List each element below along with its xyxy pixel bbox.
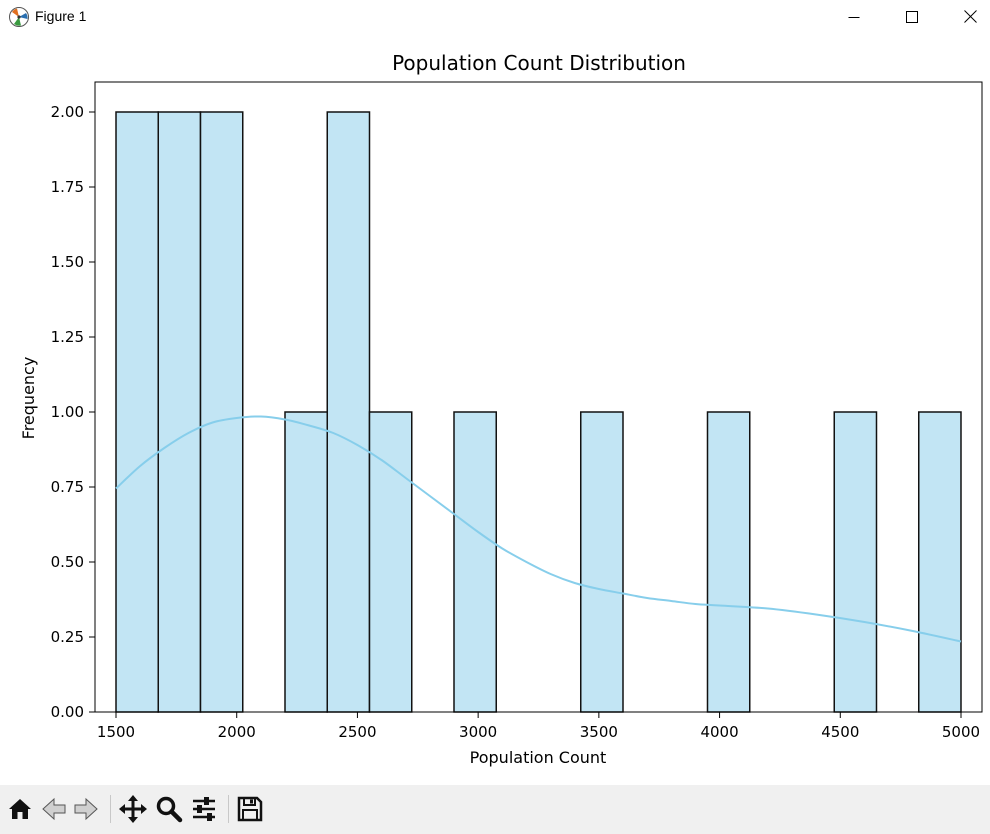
title-bar: Figure 1 [0,0,990,33]
x-tick-label: 2000 [218,723,256,741]
x-tick-label: 4000 [700,723,738,741]
y-axis-ticks: 0.00 0.25 0.50 0.75 1.00 1.25 1.50 1.75 2.00 [51,103,95,721]
minimize-icon [848,16,860,18]
histogram-bar [284,411,329,713]
y-tick-label: 2.00 [51,103,84,121]
y-tick-label: 0.25 [51,628,84,646]
histogram-bar [917,411,962,713]
window-title: Figure 1 [35,8,87,24]
back-arrow-icon [42,797,66,821]
histogram-bar [706,411,751,713]
y-tick-label: 1.50 [51,253,84,271]
axes-frame [94,81,983,713]
y-tick-label: 1.00 [51,403,84,421]
x-tick-label: 4500 [821,723,859,741]
configure-subplots-button[interactable] [188,793,220,825]
x-tick-label: 2500 [338,723,376,741]
histogram-bar [453,411,498,713]
x-tick-label: 5000 [942,723,980,741]
toolbar-separator [110,795,111,823]
navigation-toolbar [0,785,990,834]
histogram-bar [115,111,160,713]
maximize-button[interactable] [889,0,935,33]
y-tick-label: 0.00 [51,703,84,721]
forward-button[interactable] [70,793,102,825]
y-tick-label: 0.75 [51,478,84,496]
x-tick-label: 1500 [97,723,135,741]
maximize-icon [906,10,918,23]
toolbar-separator [228,795,229,823]
pan-button[interactable] [117,793,149,825]
kde-curve [115,415,962,643]
histogram-bar [157,111,202,713]
x-tick-label: 3000 [459,723,497,741]
histogram-bar [199,111,244,713]
forward-arrow-icon [74,797,98,821]
histogram-bar [833,411,878,713]
zoom-icon [156,796,183,823]
save-button[interactable] [234,793,266,825]
y-tick-label: 0.50 [51,553,84,571]
y-tick-label: 1.75 [51,178,84,196]
close-icon [963,10,977,23]
home-button[interactable] [4,793,36,825]
minimize-button[interactable] [831,0,877,33]
pan-icon [119,795,147,823]
back-button[interactable] [38,793,70,825]
y-axis-label: Frequency [19,357,38,440]
save-icon [237,796,263,822]
chart-title: Population Count Distribution [392,51,686,75]
close-button[interactable] [947,0,990,33]
figure-canvas[interactable]: Population Count Distribution 1500 2000 25… [0,33,990,785]
matplotlib-app-icon [9,7,29,27]
histogram-bar [326,111,371,713]
x-tick-label: 3500 [580,723,618,741]
home-icon [9,799,31,819]
histogram-chart: Population Count Distribution 1500 2000 25… [19,51,983,767]
histogram-bar [579,411,624,713]
y-tick-label: 1.25 [51,328,84,346]
bars-layer [115,111,962,713]
configure-subplots-icon [193,797,215,821]
x-axis-label: Population Count [470,748,607,767]
zoom-button[interactable] [153,793,185,825]
x-axis-ticks: 1500 2000 2500 3000 3500 4000 4500 5000 [97,712,980,741]
